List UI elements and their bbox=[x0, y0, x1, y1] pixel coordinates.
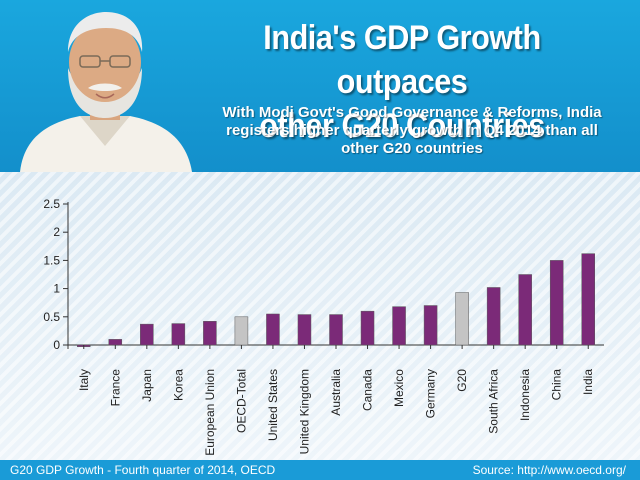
footer-caption: G20 GDP Growth - Fourth quarter of 2014,… bbox=[10, 463, 276, 477]
page-title: India's GDP Growth outpaces other G20 Co… bbox=[204, 16, 600, 148]
bar-indonesia bbox=[518, 274, 532, 346]
subtitle-line-1: With Modi Govt's Good Governance & Refor… bbox=[222, 104, 602, 121]
category-label: Germany bbox=[424, 369, 438, 418]
y-tick-label: 1.5 bbox=[43, 253, 60, 267]
subtitle: With Modi Govt's Good Governance & Refor… bbox=[196, 104, 628, 158]
y-tick-label: 1 bbox=[53, 282, 60, 296]
bar-oecd-total bbox=[234, 316, 249, 346]
bar-australia bbox=[329, 314, 343, 346]
bar-korea bbox=[171, 323, 186, 346]
category-label: European Union bbox=[203, 369, 217, 456]
portrait-image bbox=[20, 12, 192, 172]
category-label: China bbox=[550, 369, 564, 401]
category-label: France bbox=[108, 369, 122, 407]
bar-united-kingdom bbox=[297, 314, 312, 346]
subtitle-line-3: other G20 countries bbox=[341, 140, 483, 157]
bar-european-union bbox=[203, 321, 217, 346]
category-label: United Kingdom bbox=[297, 369, 311, 454]
bar-japan bbox=[140, 323, 154, 346]
category-label: Indonesia bbox=[518, 369, 532, 421]
bar-g20 bbox=[455, 292, 469, 346]
chart-area: 0 0.5 1 1.5 2 2.5 Italy France Japan Korea Europea… bbox=[0, 172, 640, 460]
title-line-2: other G20 Countries bbox=[259, 107, 545, 145]
y-tick-label: 2.5 bbox=[43, 197, 60, 211]
category-label: United States bbox=[266, 369, 280, 441]
title-line-1: India's GDP Growth outpaces bbox=[263, 19, 541, 101]
subtitle-line-2: registers higher quarterly growth in Q4 … bbox=[226, 122, 598, 139]
category-label: India bbox=[581, 369, 595, 395]
category-label: OECD-Total bbox=[234, 369, 248, 433]
bar-united-states bbox=[266, 313, 280, 346]
category-label: South Africa bbox=[487, 369, 501, 434]
bar-south-africa bbox=[486, 287, 501, 346]
category-label: Italy bbox=[77, 369, 91, 391]
header-banner: India's GDP Growth outpaces other G20 Co… bbox=[0, 0, 640, 172]
bar-canada bbox=[360, 310, 375, 346]
category-label: Canada bbox=[361, 369, 375, 411]
bar-china bbox=[549, 260, 564, 346]
category-label: Mexico bbox=[392, 369, 406, 407]
y-tick-label: 0.5 bbox=[43, 310, 60, 324]
category-label: Korea bbox=[171, 369, 185, 401]
y-tick-label: 0 bbox=[53, 338, 60, 352]
bar-france bbox=[108, 339, 123, 346]
footer-source: Source: http://www.oecd.org/ bbox=[472, 463, 626, 477]
category-label: G20 bbox=[455, 369, 469, 392]
gdp-growth-bar-chart: 0 0.5 1 1.5 2 2.5 Italy France Japan Korea Europea… bbox=[43, 197, 604, 456]
category-label: Australia bbox=[329, 369, 343, 416]
bar-india bbox=[581, 253, 595, 346]
y-tick-label: 2 bbox=[53, 225, 60, 239]
bar-germany bbox=[423, 305, 438, 346]
bar-mexico bbox=[392, 306, 406, 346]
footer-bar: G20 GDP Growth - Fourth quarter of 2014,… bbox=[0, 460, 640, 480]
category-label: Japan bbox=[140, 369, 154, 402]
